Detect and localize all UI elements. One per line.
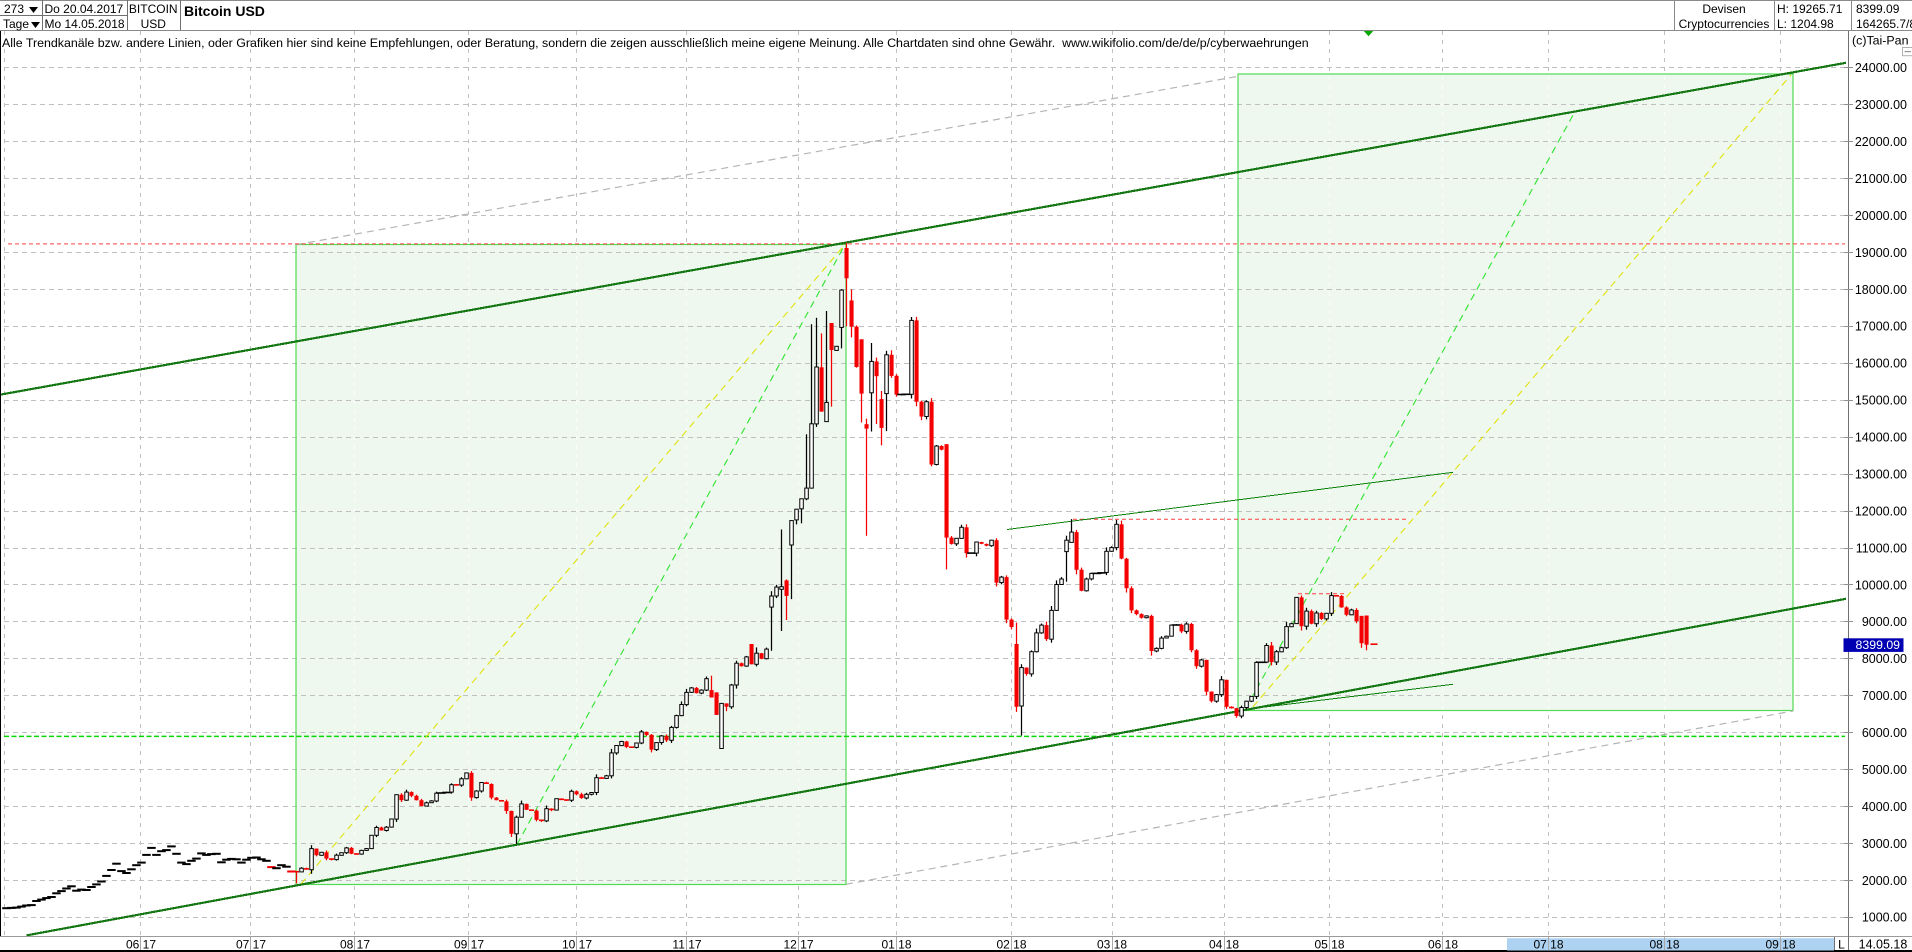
svg-text:4000.00: 4000.00 [1862,800,1907,814]
svg-text:10000.00: 10000.00 [1855,578,1907,592]
svg-text:08 17: 08 17 [340,937,370,951]
svg-text:14000.00: 14000.00 [1855,431,1907,445]
svg-text:(c)Tai-Pan: (c)Tai-Pan [1852,34,1909,48]
svg-text:24000.00: 24000.00 [1855,61,1907,75]
svg-text:8399.09: 8399.09 [1856,638,1901,652]
svg-text:20000.00: 20000.00 [1855,209,1907,223]
svg-text:11 17: 11 17 [672,937,701,951]
svg-text:16000.00: 16000.00 [1855,357,1907,371]
svg-text:L: L [1838,937,1845,951]
svg-text:06 17: 06 17 [126,937,156,951]
svg-text:12000.00: 12000.00 [1855,504,1907,518]
svg-text:3000.00: 3000.00 [1862,837,1907,851]
svg-text:1000.00: 1000.00 [1862,911,1907,925]
svg-text:5000.00: 5000.00 [1862,763,1907,777]
svg-text:13000.00: 13000.00 [1855,468,1907,482]
svg-text:17000.00: 17000.00 [1855,320,1907,334]
svg-text:06 18: 06 18 [1428,937,1458,951]
svg-text:2000.00: 2000.00 [1862,874,1907,888]
svg-text:09 17: 09 17 [454,937,484,951]
svg-text:15000.00: 15000.00 [1855,394,1907,408]
svg-text:22000.00: 22000.00 [1855,135,1907,149]
svg-text:21000.00: 21000.00 [1855,172,1907,186]
svg-text:9000.00: 9000.00 [1862,615,1907,629]
svg-text:10 17: 10 17 [562,937,592,951]
svg-text:6000.00: 6000.00 [1862,726,1907,740]
svg-text:07 17: 07 17 [236,937,266,951]
svg-text:7000.00: 7000.00 [1862,689,1907,703]
svg-text:8000.00: 8000.00 [1862,652,1907,666]
svg-text:19000.00: 19000.00 [1855,246,1907,260]
svg-text:14.05.18: 14.05.18 [1859,937,1908,951]
svg-text:11000.00: 11000.00 [1856,541,1907,555]
svg-text:18000.00: 18000.00 [1855,283,1907,297]
svg-text:23000.00: 23000.00 [1855,98,1907,112]
